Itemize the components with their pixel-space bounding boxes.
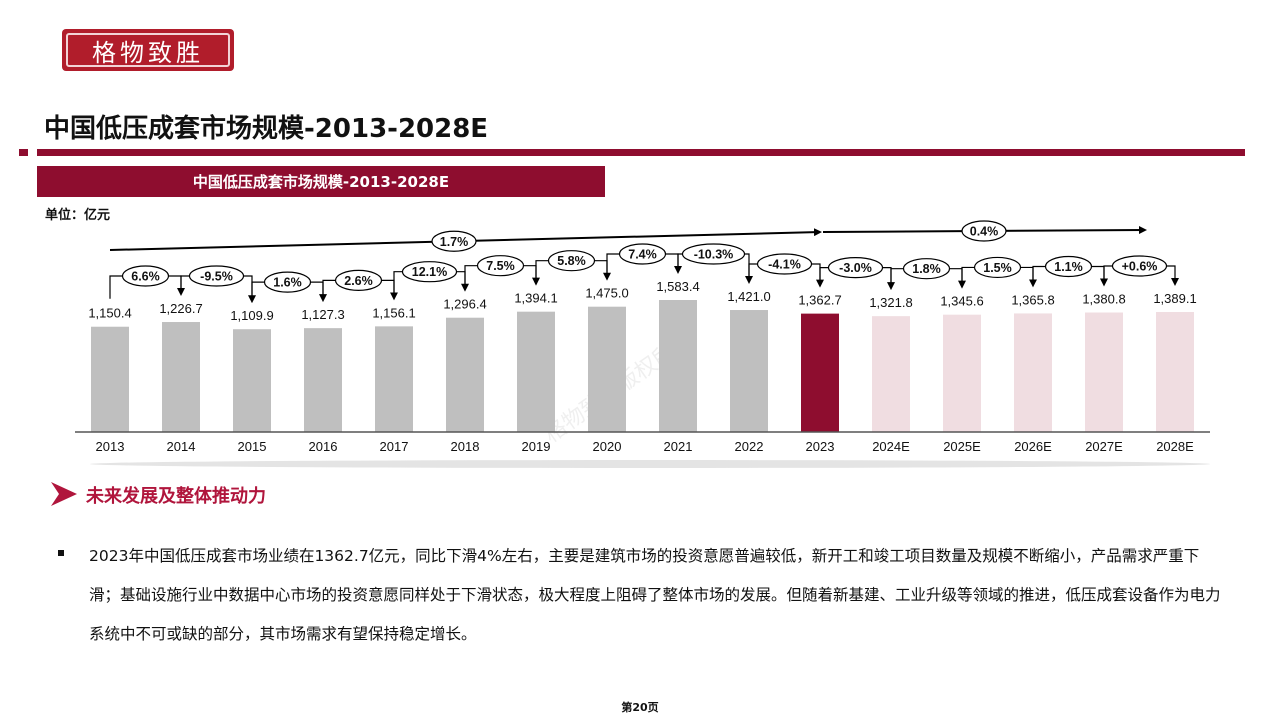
x-tick-2024E: 2024E bbox=[872, 439, 910, 454]
yoy-label-2015: -9.5% bbox=[200, 270, 233, 284]
yoy-label-2022: -10.3% bbox=[694, 248, 734, 262]
yoy-label-2017: 2.6% bbox=[344, 274, 373, 288]
market-size-chart: 格物致胜版权所有1,150.420131,226.720141,109.9201… bbox=[75, 220, 1210, 468]
section-arrow-icon bbox=[51, 482, 77, 506]
x-tick-2023: 2023 bbox=[806, 439, 835, 454]
x-tick-2014: 2014 bbox=[167, 439, 196, 454]
value-label-2026E: 1,365.8 bbox=[1011, 292, 1054, 307]
x-tick-2026E: 2026E bbox=[1014, 439, 1052, 454]
bar-2017 bbox=[375, 326, 413, 432]
yoy-bubble-2028E bbox=[1111, 255, 1168, 277]
bar-2028E bbox=[1156, 311, 1194, 432]
page-number: 第20页 bbox=[621, 701, 659, 714]
x-tick-2018: 2018 bbox=[451, 439, 480, 454]
value-label-2024E: 1,321.8 bbox=[869, 295, 912, 310]
yoy-label-2020: 5.8% bbox=[557, 254, 586, 268]
cagr-bubble-2013-2023 bbox=[431, 230, 477, 252]
yoy-bubble-2014 bbox=[121, 265, 170, 287]
page-title: 中国低压成套市场规模-2013-2028E bbox=[44, 114, 489, 144]
cagr-bubble-2023-2028E bbox=[961, 220, 1007, 242]
bar-2027E bbox=[1085, 312, 1123, 432]
title-rule-marker bbox=[19, 149, 28, 156]
value-label-2020: 1,475.0 bbox=[585, 286, 628, 301]
bar-2025E bbox=[943, 314, 981, 432]
value-label-2013: 1,150.4 bbox=[88, 306, 131, 321]
bar-2022 bbox=[730, 310, 768, 432]
yoy-bubble-2024E bbox=[827, 257, 884, 279]
chart-banner: 中国低压成套市场规模-2013-2028E bbox=[37, 166, 605, 197]
x-tick-2017: 2017 bbox=[380, 439, 409, 454]
yoy-label-2026E: 1.5% bbox=[983, 261, 1012, 275]
unit-label: 单位：亿元 bbox=[45, 208, 111, 223]
yoy-label-2023: -4.1% bbox=[768, 258, 801, 272]
value-label-2025E: 1,345.6 bbox=[940, 294, 983, 309]
yoy-label-2021: 7.4% bbox=[628, 248, 657, 262]
yoy-bubble-2018 bbox=[401, 261, 458, 283]
yoy-bubble-2026E bbox=[973, 256, 1022, 279]
bar-2015 bbox=[233, 329, 271, 432]
bar-2026E bbox=[1014, 313, 1052, 432]
bar-2016 bbox=[304, 328, 342, 432]
bar-2018 bbox=[446, 317, 484, 432]
x-tick-2019: 2019 bbox=[522, 439, 551, 454]
value-label-2021: 1,583.4 bbox=[656, 279, 699, 294]
yoy-label-2024E: -3.0% bbox=[839, 261, 872, 275]
x-tick-2013: 2013 bbox=[96, 439, 125, 454]
value-label-2019: 1,394.1 bbox=[514, 291, 557, 306]
yoy-bubble-2025E bbox=[902, 258, 951, 280]
yoy-label-2014: 6.6% bbox=[131, 270, 160, 284]
bar-2024E bbox=[872, 316, 910, 432]
x-tick-2015: 2015 bbox=[238, 439, 267, 454]
value-label-2028E: 1,389.1 bbox=[1153, 291, 1196, 306]
value-label-2016: 1,127.3 bbox=[301, 307, 344, 322]
bar-2020 bbox=[588, 306, 626, 432]
x-tick-2021: 2021 bbox=[664, 439, 693, 454]
cagr-label-2023-2028E: 0.4% bbox=[970, 225, 999, 239]
bullet-marker bbox=[58, 550, 64, 556]
value-label-2017: 1,156.1 bbox=[372, 305, 415, 320]
x-tick-2020: 2020 bbox=[593, 439, 622, 454]
bar-2023 bbox=[801, 313, 839, 432]
yoy-bubble-2021 bbox=[618, 243, 667, 265]
bar-2019 bbox=[517, 311, 555, 432]
yoy-bubble-2017 bbox=[334, 269, 383, 291]
axis-shadow bbox=[90, 460, 1210, 468]
analysis-paragraph: 2023年中国低压成套市场业绩在1362.7亿元，同比下滑4%左右，主要是建筑市… bbox=[89, 547, 1221, 643]
x-tick-2022: 2022 bbox=[735, 439, 764, 454]
yoy-label-2025E: 1.8% bbox=[912, 262, 941, 276]
value-label-2023: 1,362.7 bbox=[798, 293, 841, 308]
yoy-label-2027E: 1.1% bbox=[1054, 260, 1083, 274]
title-rule bbox=[37, 149, 1245, 156]
yoy-label-2019: 7.5% bbox=[486, 259, 515, 273]
yoy-label-2028E: +0.6% bbox=[1122, 259, 1158, 273]
cagr-label-2013-2023: 1.7% bbox=[440, 235, 469, 249]
x-tick-2028E: 2028E bbox=[1156, 439, 1194, 454]
yoy-label-2018: 12.1% bbox=[412, 265, 447, 279]
yoy-bubble-2016 bbox=[263, 271, 312, 293]
value-label-2018: 1,296.4 bbox=[443, 297, 486, 312]
x-tick-2027E: 2027E bbox=[1085, 439, 1123, 454]
bar-2013 bbox=[91, 326, 129, 432]
value-label-2027E: 1,380.8 bbox=[1082, 292, 1125, 307]
bar-2021 bbox=[659, 300, 697, 432]
brand-logo: 格物致胜 bbox=[62, 29, 234, 71]
x-tick-2016: 2016 bbox=[309, 439, 338, 454]
section-title: 未来发展及整体推动力 bbox=[86, 486, 266, 507]
yoy-bubble-2023 bbox=[756, 253, 813, 275]
x-tick-2025E: 2025E bbox=[943, 439, 981, 454]
yoy-bubble-2020 bbox=[547, 250, 596, 272]
yoy-bubble-2027E bbox=[1044, 255, 1093, 278]
yoy-bubble-2019 bbox=[476, 255, 525, 277]
value-label-2022: 1,421.0 bbox=[727, 289, 770, 304]
bar-2014 bbox=[162, 322, 200, 432]
yoy-bubble-2022 bbox=[681, 243, 746, 265]
yoy-bubble-2015 bbox=[188, 265, 245, 287]
value-label-2015: 1,109.9 bbox=[230, 308, 273, 323]
brand-logo-text: 格物致胜 bbox=[66, 33, 230, 67]
yoy-label-2016: 1.6% bbox=[273, 276, 302, 290]
value-label-2014: 1,226.7 bbox=[159, 301, 202, 316]
